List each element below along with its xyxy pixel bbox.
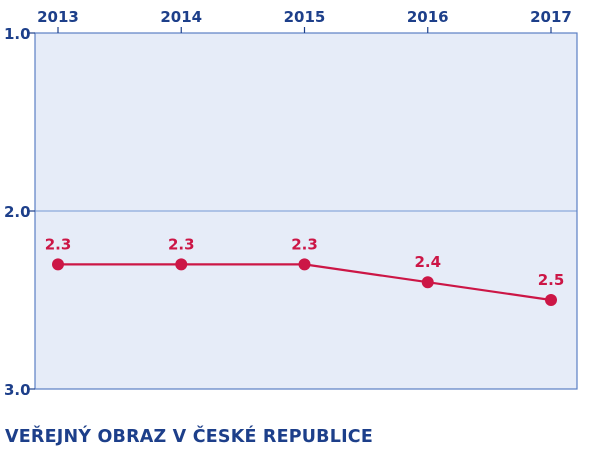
data-point: [421, 276, 434, 289]
x-tick-label: 2016: [407, 8, 449, 26]
data-point: [298, 258, 311, 271]
x-tick-label: 2017: [530, 8, 572, 26]
chart-title: VEŘEJNÝ OBRAZ V ČESKÉ REPUBLICE: [5, 427, 373, 447]
data-point: [52, 258, 64, 271]
data-point: [545, 294, 557, 306]
x-tick-label: 2013: [37, 8, 79, 26]
x-tick-label: 2015: [284, 8, 326, 26]
y-tick-label: 3.0: [4, 381, 31, 399]
data-label: 2.3: [291, 235, 318, 253]
data-point: [175, 258, 188, 271]
y-tick-label: 2.0: [4, 203, 31, 221]
x-tick-label: 2014: [160, 8, 202, 26]
data-label: 2.3: [168, 235, 195, 253]
data-label: 2.3: [45, 235, 72, 253]
data-label: 2.5: [538, 271, 565, 289]
data-label: 2.4: [414, 253, 441, 271]
y-tick-label: 1.0: [4, 25, 31, 43]
